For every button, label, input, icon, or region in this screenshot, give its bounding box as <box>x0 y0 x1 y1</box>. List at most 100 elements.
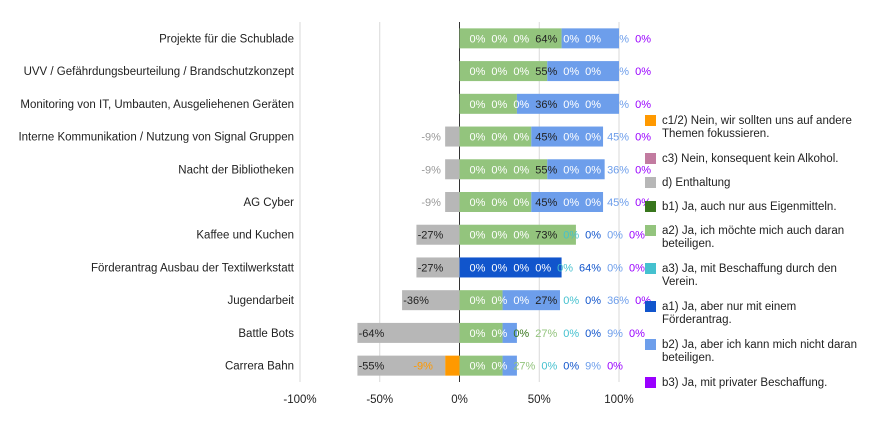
data-label: 0% <box>470 66 486 78</box>
bar-b2-ja-aber-ich-kann-mich-nicht-daran-beteiligen <box>561 28 619 49</box>
bar-d-enthaltung <box>445 192 460 212</box>
bar-d-enthaltung <box>445 126 460 147</box>
data-label: -27% <box>418 230 444 242</box>
legend-swatch <box>645 377 656 388</box>
data-label: 0% <box>585 164 601 176</box>
category-label: Kaffee und Kuchen <box>196 230 294 242</box>
legend-item: b2) Ja, aber ich kann mich nicht daranbe… <box>645 339 857 364</box>
data-label: 0% <box>585 99 601 111</box>
data-label: 0% <box>563 66 579 78</box>
legend-label: Förderantrag. <box>662 314 732 326</box>
data-label: -9% <box>421 132 441 144</box>
data-label: 27% <box>513 361 535 373</box>
legend-label: d) Enthaltung <box>662 177 730 189</box>
data-labels: 0% 0% 0% 64% 0% 0% 36% 0% 0% 0% 0% 55% 0% 0% 45% 0% 0% 0%… <box>359 33 652 372</box>
data-label: 0% <box>470 164 486 176</box>
data-label: 0% <box>563 295 579 307</box>
data-label: 27% <box>535 295 557 307</box>
bar-b2-ja-aber-ich-kann-mich-nicht-daran-beteiligen <box>547 159 605 180</box>
data-label: -9% <box>413 361 433 373</box>
data-label: 55% <box>535 164 557 176</box>
data-label: 0% <box>491 164 507 176</box>
bar-b2-ja-aber-ich-kann-mich-nicht-daran-beteiligen <box>516 93 619 114</box>
data-label: 0% <box>629 328 645 340</box>
x-tick-label: -50% <box>366 394 393 406</box>
legend-item: d) Enthaltung <box>645 177 730 189</box>
data-label: 0% <box>585 230 601 242</box>
bar-b2-ja-aber-ich-kann-mich-nicht-daran-beteiligen <box>502 322 517 343</box>
data-label: 0% <box>513 99 529 111</box>
category-label: Interne Kommunikation / Nutzung von Sign… <box>18 132 294 144</box>
category-label: Jugendarbeit <box>228 295 295 307</box>
data-label: 55% <box>535 66 557 78</box>
legend-swatch <box>645 225 656 236</box>
bar-d-enthaltung <box>357 322 460 343</box>
bar-a1-ja-aber-nur-mit-einem-forderantrag <box>459 257 562 278</box>
legend-swatch <box>645 115 656 126</box>
data-label: 73% <box>535 230 557 242</box>
data-label: 0% <box>491 33 507 45</box>
data-label: 45% <box>607 132 629 144</box>
bar-a2-ja-ich-mochte-mich-auch-daran-beteiligen <box>459 224 576 245</box>
data-label: 0% <box>629 230 645 242</box>
data-label: 0% <box>470 295 486 307</box>
data-label: 0% <box>635 99 651 111</box>
category-label: Förderantrag Ausbau der Textilwerkstatt <box>91 262 295 274</box>
data-label: 27% <box>535 328 557 340</box>
legend-label: Themen fokussieren. <box>662 128 769 140</box>
x-tick-label: -100% <box>283 394 316 406</box>
category-label: Monitoring von IT, Umbauten, Ausgeliehen… <box>20 99 294 111</box>
bar-d-enthaltung <box>357 355 446 376</box>
data-label: 0% <box>513 328 529 340</box>
data-label: 0% <box>491 66 507 78</box>
legend-swatch <box>645 339 656 350</box>
bar-b2-ja-aber-ich-kann-mich-nicht-daran-beteiligen <box>502 355 517 376</box>
bar-a2-ja-ich-mochte-mich-auch-daran-beteiligen <box>459 126 532 147</box>
data-label: 0% <box>513 230 529 242</box>
data-label: 0% <box>635 132 651 144</box>
y-axis: Projekte für die Schublade UVV / Gefährdu… <box>18 33 294 372</box>
data-label: 0% <box>585 132 601 144</box>
bar-d-enthaltung <box>416 224 460 245</box>
data-label: 0% <box>470 33 486 45</box>
bar-d-enthaltung <box>402 290 460 311</box>
legend-item: b1) Ja, auch nur aus Eigenmitteln. <box>645 201 837 213</box>
bar-d-enthaltung <box>416 257 460 278</box>
bars <box>357 28 619 376</box>
bar-a2-ja-ich-mochte-mich-auch-daran-beteiligen <box>459 93 517 114</box>
legend-label: b2) Ja, aber ich kann mich nicht daran <box>662 339 857 351</box>
data-label: 0% <box>563 328 579 340</box>
data-label: 0% <box>513 33 529 45</box>
data-label: 0% <box>563 361 579 373</box>
legend-label: a3) Ja, mit Beschaffung durch den <box>662 263 837 275</box>
data-label: 0% <box>629 262 645 274</box>
data-label: -64% <box>359 328 385 340</box>
bar-c1-2-nein-wir-sollten-uns-auf-andere-themen-fokussieren <box>445 355 460 376</box>
bar-b2-ja-aber-ich-kann-mich-nicht-daran-beteiligen <box>502 290 560 311</box>
data-label: -9% <box>421 164 441 176</box>
data-label: 0% <box>585 33 601 45</box>
legend-label: c1/2) Nein, wir sollten uns auf andere <box>662 115 852 127</box>
category-label: AG Cyber <box>244 197 295 209</box>
data-label: 0% <box>585 66 601 78</box>
data-label: 0% <box>491 197 507 209</box>
data-label: 0% <box>585 328 601 340</box>
data-label: 0% <box>513 197 529 209</box>
data-label: 9% <box>607 328 623 340</box>
data-label: 0% <box>491 295 507 307</box>
x-tick-label: 50% <box>528 394 551 406</box>
data-label: -9% <box>421 197 441 209</box>
data-label: 64% <box>535 33 557 45</box>
category-label: Battle Bots <box>238 328 294 340</box>
bar-b2-ja-aber-ich-kann-mich-nicht-daran-beteiligen <box>531 126 604 147</box>
legend-swatch <box>645 263 656 274</box>
data-label: 36% <box>607 33 629 45</box>
legend-label: a1) Ja, aber nur mit einem <box>662 301 796 313</box>
data-label: 45% <box>535 197 557 209</box>
data-label: 45% <box>535 132 557 144</box>
legend-label: b3) Ja, mit privater Beschaffung. <box>662 377 827 389</box>
data-label: 0% <box>470 99 486 111</box>
legend-label: a2) Ja, ich möchte mich auch daran <box>662 225 844 237</box>
